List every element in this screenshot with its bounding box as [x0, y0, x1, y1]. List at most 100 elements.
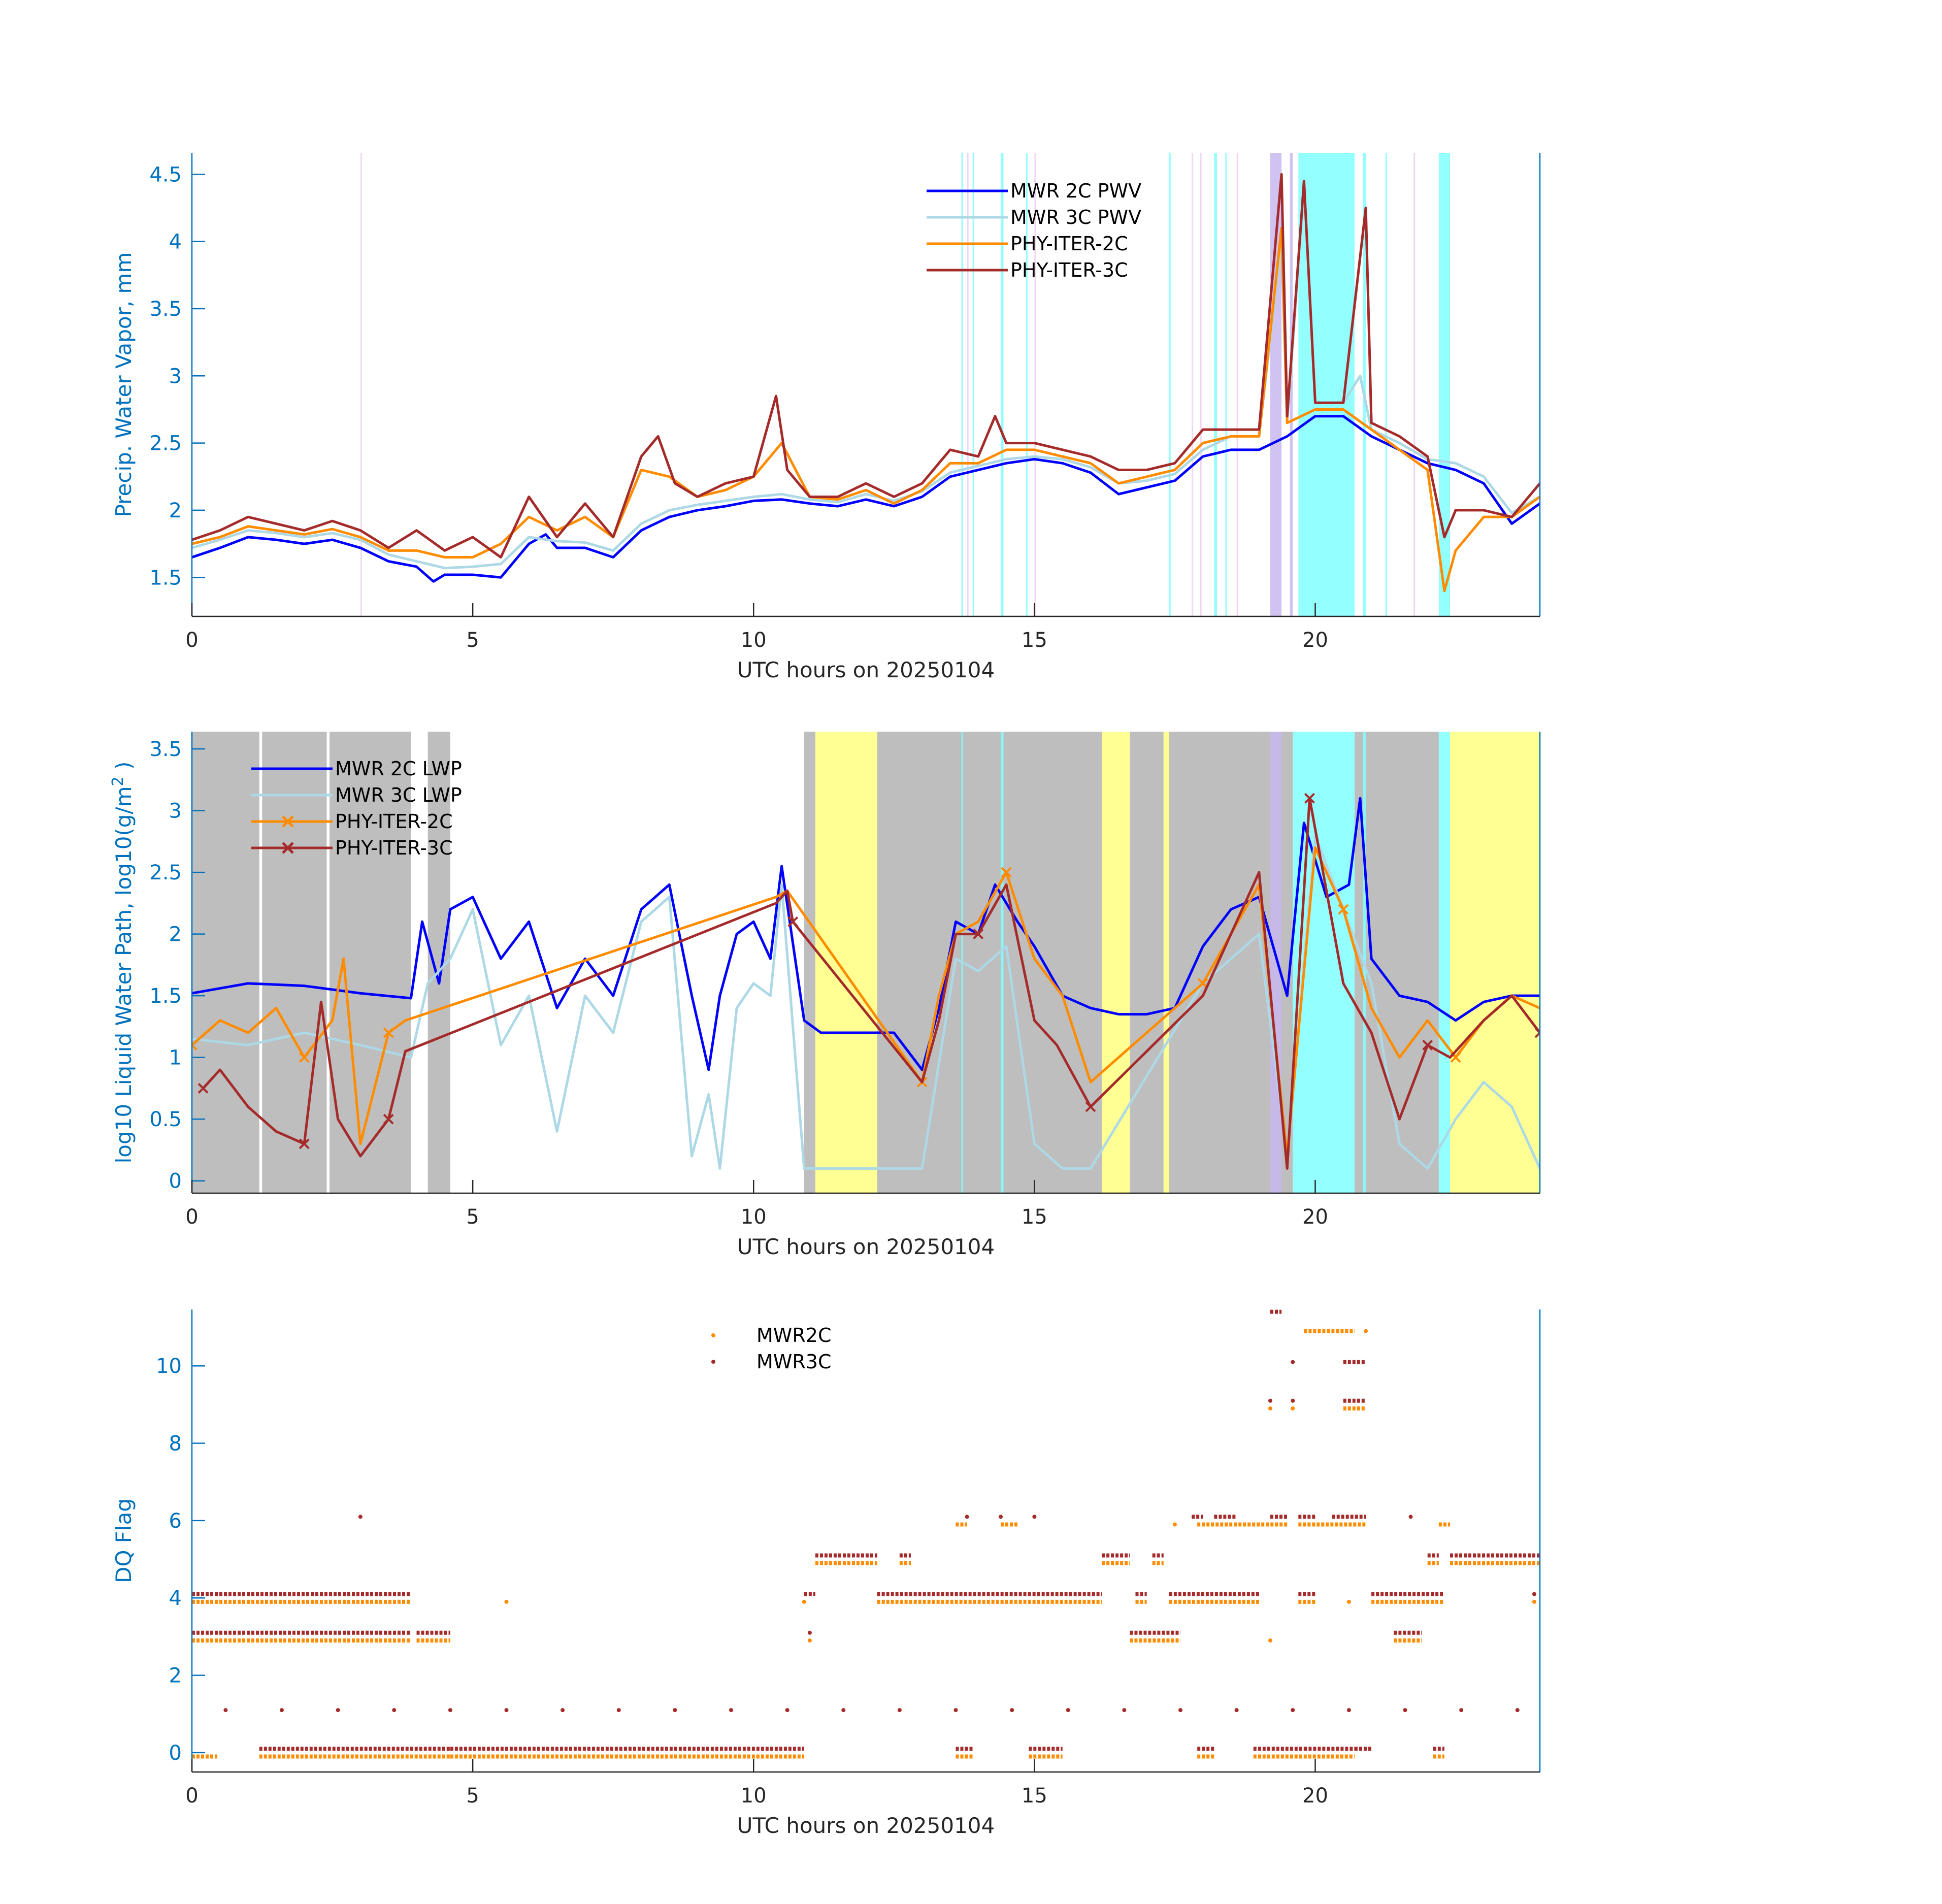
x-marker — [299, 1138, 310, 1150]
dq-point — [729, 1708, 733, 1713]
dq-point — [1291, 1406, 1295, 1410]
x-tick-label: 15 — [1022, 1784, 1047, 1808]
dq-point — [1122, 1708, 1127, 1713]
dq-point — [1403, 1708, 1407, 1713]
legend-x-marker — [282, 815, 294, 828]
plot-area — [192, 732, 1540, 1193]
y-tick-label: 3 — [169, 800, 182, 823]
series-line-phy-iter-2c — [192, 226, 1540, 593]
flag-shading-band — [1354, 732, 1439, 1193]
legend-entry: PHY-ITER-2C — [251, 810, 453, 833]
dq-point — [802, 1599, 806, 1604]
x-tick-label: 10 — [741, 1784, 767, 1808]
x-marker — [299, 1052, 310, 1063]
dq-point — [1268, 1406, 1272, 1410]
flag-shading-band — [1438, 153, 1450, 616]
flag-shading-band — [360, 153, 362, 616]
flag-shading-band — [1130, 732, 1164, 1193]
x-tick-label: 0 — [185, 629, 198, 652]
flag-shading-band — [1450, 732, 1540, 1193]
x-tick-label: 5 — [466, 1205, 479, 1229]
dq-point — [280, 1708, 284, 1713]
dq-point — [504, 1708, 509, 1713]
x-tick-label: 20 — [1302, 629, 1328, 652]
x-tick-label: 10 — [741, 629, 767, 652]
y-tick-label: 2 — [169, 499, 182, 522]
dq-point — [965, 1515, 969, 1519]
dq-point — [1172, 1522, 1177, 1527]
legend-label: MWR3C — [756, 1351, 831, 1373]
flag-shading-band — [1236, 153, 1238, 616]
x-marker — [1001, 867, 1012, 878]
series-line-phy-iter-2c — [192, 846, 1540, 1158]
dq-point — [448, 1708, 452, 1713]
dq-point — [504, 1599, 509, 1604]
dq-point — [1234, 1708, 1239, 1713]
flag-shading-band — [262, 732, 327, 1193]
flag-shading-band — [1214, 153, 1217, 616]
flag-shading-band — [1192, 153, 1194, 616]
flag-shading-band — [1102, 732, 1130, 1193]
y-tick-label: 1 — [169, 1046, 182, 1070]
legend-label: MWR2C — [756, 1324, 831, 1347]
y-axis-label-text: log10 Liquid Water Path, log10(g/m — [111, 786, 136, 1163]
x-tick-label: 5 — [466, 629, 479, 652]
dq-point — [1346, 1708, 1351, 1713]
x-axis-label: UTC hours on 20250104 — [737, 658, 995, 682]
y-tick-label: 0 — [169, 1170, 182, 1193]
dq-point — [1066, 1708, 1070, 1713]
lwp-panel: 0 0.5 1 1.5 2 2.5 3 3.5 0 5 10 15 20 UTC hours on 202… — [109, 732, 1541, 1259]
dq-point — [999, 1515, 1003, 1519]
dq-point — [392, 1708, 397, 1713]
y-tick-label: 8 — [169, 1432, 182, 1456]
legend-label: MWR 2C LWP — [335, 758, 462, 780]
dq-point — [1178, 1708, 1182, 1713]
flag-shading-band — [1026, 153, 1028, 616]
dq-point — [953, 1708, 958, 1713]
legend-entry: PHY-ITER-2C — [927, 233, 1128, 255]
x-marker — [973, 929, 984, 940]
y-tick-label: 1.5 — [149, 566, 182, 589]
dq-point — [841, 1708, 846, 1713]
legend-label: MWR 3C PWV — [1010, 206, 1141, 228]
legend-marker — [711, 1333, 715, 1337]
y-axis-label: log10 Liquid Water Path, log10(g/m2 ) — [109, 762, 136, 1164]
y-tick-label: 3.5 — [149, 738, 182, 761]
x-marker — [383, 1113, 394, 1125]
flag-shading-band — [1163, 732, 1169, 1193]
dq-point — [561, 1708, 565, 1713]
dq-point — [1291, 1708, 1295, 1713]
dq-point — [1291, 1360, 1295, 1364]
y-axis-label: Precip. Water Vapor, mm — [111, 252, 136, 517]
legend-entry: PHY-ITER-3C — [251, 837, 453, 859]
x-tick-label: 5 — [466, 1784, 479, 1808]
flag-shading-band — [192, 732, 259, 1193]
y-tick-label: 0 — [169, 1742, 182, 1765]
flag-shading-band — [1200, 153, 1202, 616]
dq-point — [1268, 1638, 1272, 1643]
x-tick-label: 20 — [1302, 1205, 1328, 1229]
legend-entry: MWR 3C PWV — [927, 206, 1141, 228]
x-tick-label: 0 — [185, 1784, 198, 1808]
y-tick-label: 2 — [169, 923, 182, 946]
y-tick-label: 6 — [169, 1509, 182, 1533]
flag-shading-band — [1001, 153, 1004, 616]
flag-shading-band — [1034, 153, 1036, 616]
series-line-mwr-2c-lwp — [192, 797, 1540, 1071]
x-marker — [1304, 793, 1315, 804]
x-tick-label: 15 — [1022, 1205, 1047, 1229]
dq-point — [1532, 1599, 1536, 1604]
x-tick-label: 20 — [1302, 1784, 1328, 1808]
flag-shading-band — [961, 153, 963, 616]
dq-point — [223, 1708, 228, 1713]
y-tick-label: 4.5 — [149, 163, 182, 186]
x-marker — [1422, 1039, 1433, 1051]
y-tick-label: 3.5 — [149, 298, 182, 321]
flag-shading-band — [972, 153, 974, 616]
legend-label: PHY-ITER-3C — [335, 837, 453, 859]
series-line-phy-iter-3c — [192, 173, 1540, 559]
y-tick-label: 2.5 — [149, 861, 182, 884]
plot-area — [192, 153, 1540, 616]
legend-entry: MWR2C — [711, 1324, 831, 1347]
